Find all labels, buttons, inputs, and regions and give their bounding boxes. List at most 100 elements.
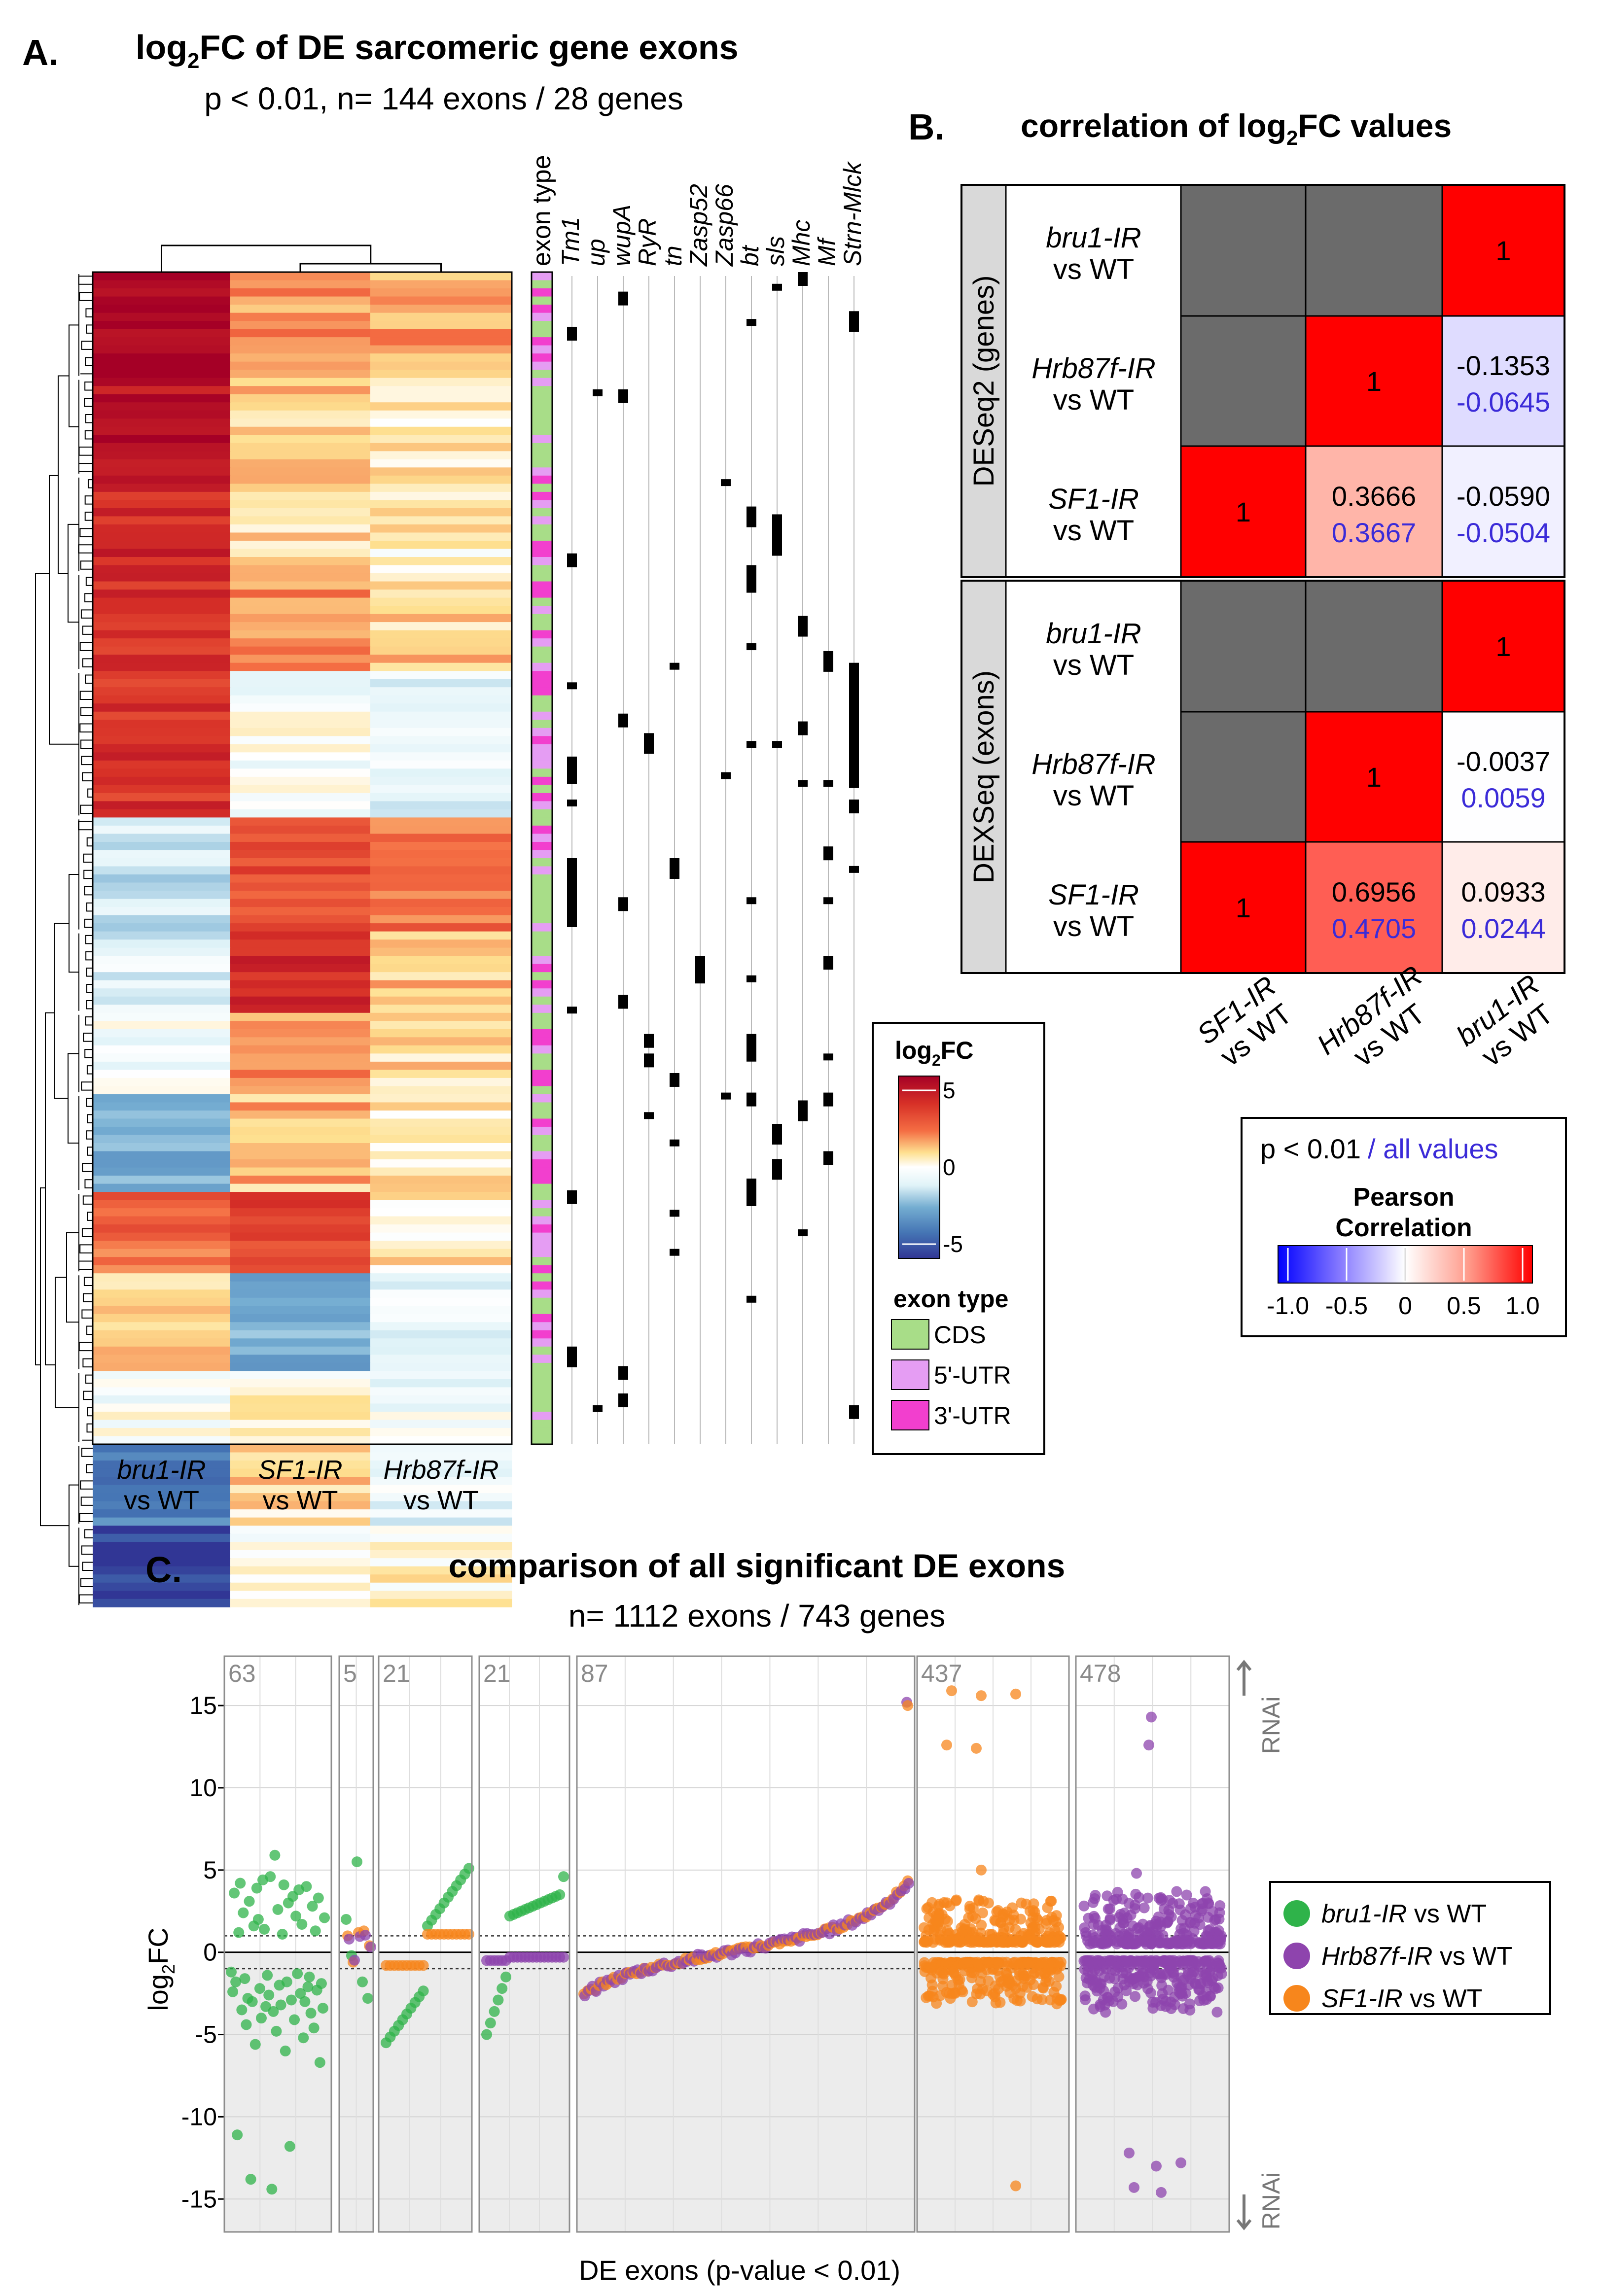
heatmap-cell [93, 874, 231, 883]
gene-mark [721, 479, 731, 487]
column-dendrogram-branch [161, 244, 372, 272]
correlation-row-label: Hrb87f-IR [1031, 352, 1155, 384]
heatmap-legend-title: log2FC [895, 1037, 973, 1069]
heatmap-cell [230, 638, 371, 647]
heatmap-cell [93, 1355, 231, 1363]
data-point [233, 1927, 245, 1938]
exon-type-cell [532, 1395, 552, 1404]
exon-type-cell [532, 1281, 552, 1290]
data-point [1145, 1956, 1157, 1967]
data-point [1103, 1995, 1115, 2007]
heatmap-cell [93, 1281, 231, 1290]
data-point [285, 1994, 297, 2006]
heatmap-cell [230, 1143, 371, 1152]
data-point [1171, 1886, 1182, 1897]
row-dendrogram-branch [82, 1163, 93, 1172]
gene-mark [849, 866, 859, 873]
exon-type-cell [532, 280, 552, 289]
data-point [1187, 1897, 1199, 1909]
heatmap-cell [370, 565, 512, 574]
heatmap-cell [230, 272, 371, 281]
heatmap-cell [370, 988, 512, 997]
heatmap-cell [93, 557, 231, 566]
data-point [1112, 1886, 1123, 1898]
correlation-value: 1 [1366, 366, 1382, 397]
gene-mark [618, 291, 628, 306]
exon-type-cell [532, 1346, 552, 1355]
heatmap-cell [370, 557, 512, 566]
heatmap-cell [370, 1387, 512, 1396]
data-point [1025, 1974, 1036, 1985]
exon-type-cell [532, 752, 552, 761]
correlation-group-label: DEXSeq (exons) [968, 670, 1000, 883]
heatmap-cell [93, 614, 231, 623]
heatmap-cell [230, 426, 371, 435]
panel-a: A. log2FC of DE sarcomeric gene exons p … [22, 28, 1045, 1607]
row-dendrogram-branch [69, 324, 79, 427]
exon-type-cell [532, 321, 552, 330]
row-dendrogram-branch [84, 397, 93, 407]
heatmap-cell [93, 1362, 231, 1371]
data-point [1121, 1985, 1132, 1996]
row-dendrogram-branch [84, 512, 93, 521]
heatmap-cell [93, 418, 231, 427]
gene-label: Mhc [787, 220, 815, 266]
data-point [1007, 1936, 1019, 1948]
row-dendrogram-branch [79, 691, 93, 700]
row-dendrogram-branch [87, 1407, 93, 1417]
data-point [1080, 1994, 1091, 2005]
gene-mark [644, 1053, 654, 1068]
data-point [489, 2006, 500, 2017]
exon-type-cell [532, 972, 552, 981]
row-dendrogram-branch [86, 1130, 93, 1140]
gene-label: wupA [608, 205, 636, 266]
heatmap-cell [230, 532, 371, 541]
exon-type-cell [532, 1061, 552, 1070]
heatmap-cell [93, 1086, 231, 1095]
correlation-row-label: SF1-IR [1048, 483, 1139, 515]
data-point [463, 1928, 474, 1940]
gene-mark [747, 975, 756, 982]
heatmap-cell [370, 484, 512, 492]
heatmap-cell [230, 1461, 371, 1469]
gene-label: tn [659, 245, 687, 266]
data-point [229, 1887, 240, 1899]
data-point [1090, 1890, 1101, 1901]
data-point [1194, 1938, 1205, 1949]
heatmap-cell [370, 451, 512, 460]
data-point [1108, 1895, 1119, 1906]
heatmap-cell [230, 947, 371, 956]
y-tick-label: 5 [203, 1856, 217, 1884]
data-point [1176, 1987, 1187, 1999]
gene-mark [747, 1092, 756, 1107]
correlation-row-label: Hrb87f-IR [1031, 748, 1155, 780]
heatmap-cell [93, 305, 231, 313]
data-point [558, 1951, 569, 1963]
heatmap-cell [230, 1306, 371, 1315]
heatmap-cell [93, 728, 231, 736]
heatmap-cell [370, 1297, 512, 1306]
heatmap-cell [93, 891, 231, 900]
exon-type-cell [532, 1232, 552, 1241]
heatmap-cell [370, 939, 512, 948]
heatmap-cell [370, 1102, 512, 1111]
correlation-group-border [960, 184, 1565, 578]
gene-label: Mf [813, 236, 841, 266]
heatmap-cell [370, 1338, 512, 1347]
row-dendrogram-branch [84, 593, 93, 602]
heatmap-cell [93, 736, 231, 745]
heatmap-cell [230, 1403, 371, 1412]
correlation-colorbar-tick-label: 1.0 [1505, 1292, 1540, 1320]
data-point [316, 1978, 327, 1989]
heatmap-column-label: SF1-IR [258, 1455, 342, 1485]
heatmap-cell [93, 532, 231, 541]
exon-type-cell [532, 272, 552, 281]
heatmap-cell [370, 524, 512, 533]
column-dendrogram [161, 244, 442, 272]
heatmap-cell [370, 426, 512, 435]
data-point [271, 2025, 282, 2037]
heatmap-cell [93, 671, 231, 680]
heatmap-cell [93, 923, 231, 932]
heatmap-cell [370, 1444, 512, 1453]
